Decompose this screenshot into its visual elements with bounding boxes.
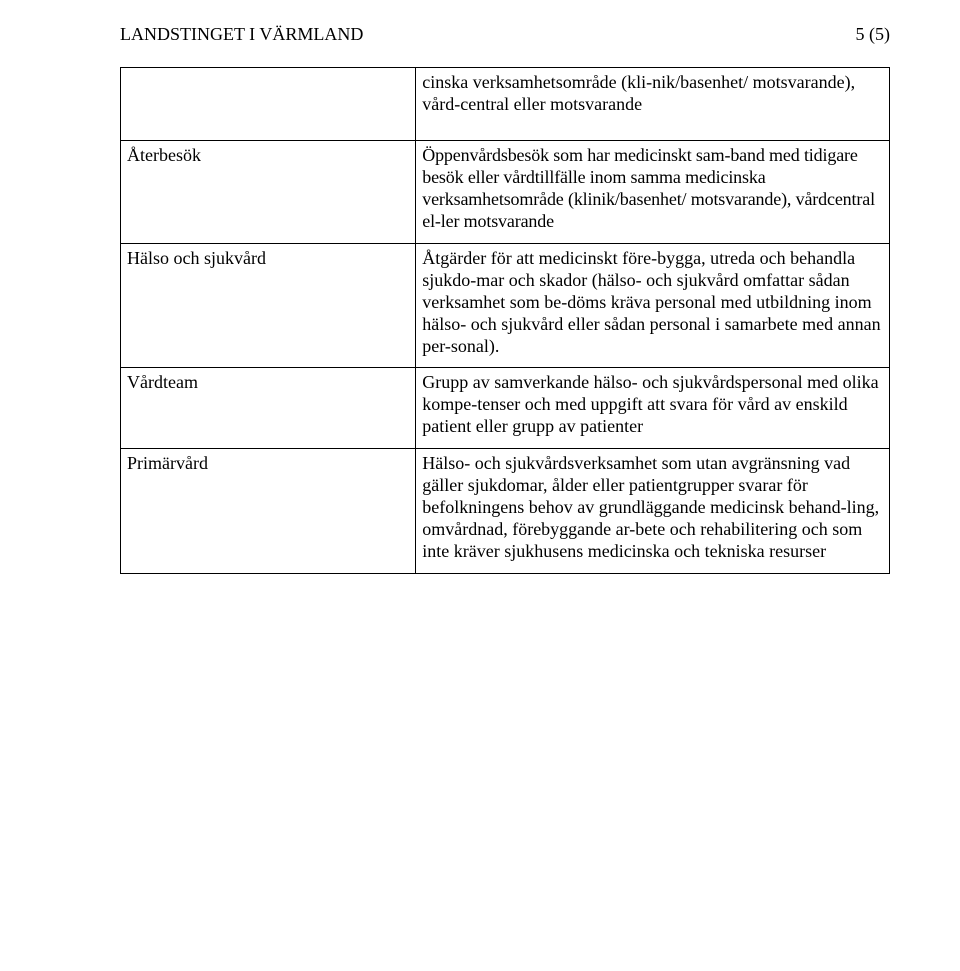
def-cell: Hälso- och sjukvårdsverksamhet som utan … [416, 449, 890, 574]
table-row: cinska verksamhetsområde (kli-nik/basenh… [121, 68, 890, 141]
term-cell: Vårdteam [121, 368, 416, 449]
intro-def-text: cinska verksamhetsområde (kli-nik/basenh… [422, 72, 883, 116]
def-cell: Åtgärder för att medicinskt före-bygga, … [416, 243, 890, 368]
table-row: Återbesök Öppenvårdsbesök som har medici… [121, 140, 890, 243]
term-cell: Primärvård [121, 449, 416, 574]
term-cell-empty [121, 68, 416, 141]
header-left: LANDSTINGET I VÄRMLAND [120, 24, 363, 45]
term-cell: Återbesök [121, 140, 416, 243]
table-row: Vårdteam Grupp av samverkande hälso- och… [121, 368, 890, 449]
intro-def-cell: cinska verksamhetsområde (kli-nik/basenh… [416, 68, 890, 141]
term-cell: Hälso och sjukvård [121, 243, 416, 368]
page: LANDSTINGET I VÄRMLAND 5 (5) cinska verk… [0, 0, 960, 971]
table-row: Primärvård Hälso- och sjukvårdsverksamhe… [121, 449, 890, 574]
definitions-table: cinska verksamhetsområde (kli-nik/basenh… [120, 67, 890, 574]
page-header: LANDSTINGET I VÄRMLAND 5 (5) [120, 24, 890, 45]
table-row: Hälso och sjukvård Åtgärder för att medi… [121, 243, 890, 368]
def-cell: Öppenvårdsbesök som har medicinskt sam-b… [416, 140, 890, 243]
header-right: 5 (5) [856, 24, 891, 45]
def-cell: Grupp av samverkande hälso- och sjukvård… [416, 368, 890, 449]
